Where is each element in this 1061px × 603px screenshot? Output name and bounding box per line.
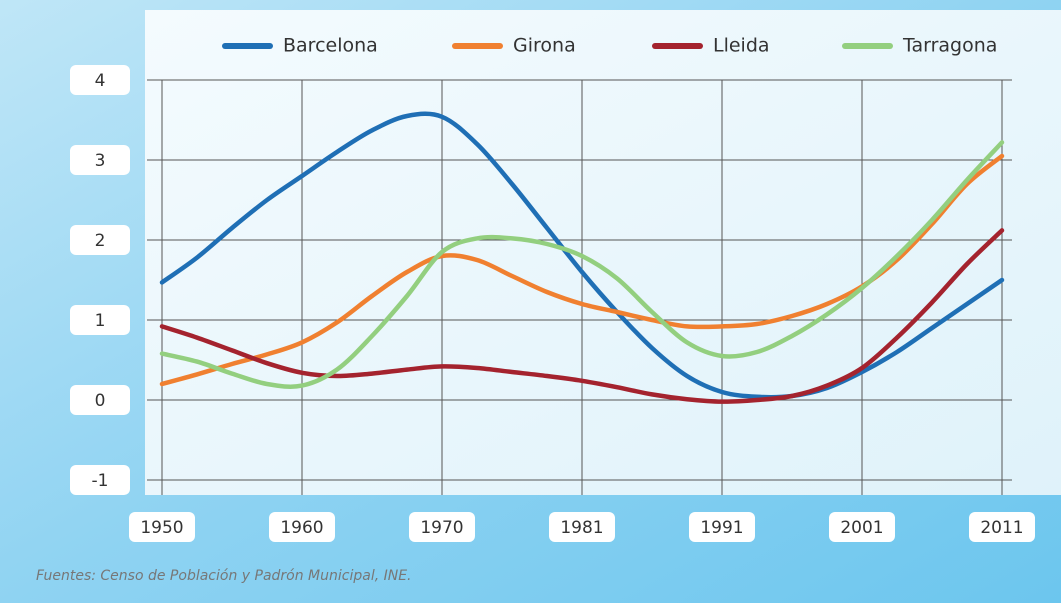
y-tick-box bbox=[70, 465, 130, 495]
y-tick-label: 3 bbox=[95, 151, 106, 171]
x-tick-box bbox=[829, 512, 895, 542]
x-tick-label: 2001 bbox=[840, 518, 883, 538]
x-tick-box bbox=[549, 512, 615, 542]
y-tick-label: -1 bbox=[92, 471, 109, 491]
legend-label: Barcelona bbox=[283, 35, 378, 57]
legend-label: Tarragona bbox=[902, 35, 997, 57]
y-tick-label: 2 bbox=[95, 231, 106, 251]
x-tick-box bbox=[409, 512, 475, 542]
y-tick-box bbox=[70, 305, 130, 335]
x-tick-label: 1950 bbox=[140, 518, 183, 538]
source-note: Fuentes: Censo de Población y Padrón Mun… bbox=[36, 568, 412, 584]
legend-label: Lleida bbox=[713, 35, 770, 57]
y-tick-label: 4 bbox=[95, 71, 106, 91]
x-tick-label: 1960 bbox=[280, 518, 323, 538]
y-tick-box bbox=[70, 65, 130, 95]
x-tick-box bbox=[269, 512, 335, 542]
y-tick-box bbox=[70, 225, 130, 255]
legend-label: Girona bbox=[513, 35, 576, 57]
x-tick-label: 1981 bbox=[560, 518, 603, 538]
x-tick-label: 1970 bbox=[420, 518, 463, 538]
y-tick-label: 1 bbox=[95, 311, 106, 331]
x-tick-label: 2011 bbox=[980, 518, 1023, 538]
x-tick-box bbox=[129, 512, 195, 542]
plot-panel bbox=[145, 10, 1061, 495]
series-line bbox=[159, 140, 1005, 389]
y-tick-box bbox=[70, 145, 130, 175]
x-tick-box bbox=[969, 512, 1035, 542]
y-tick-label: 0 bbox=[95, 391, 106, 411]
y-tick-box bbox=[70, 385, 130, 415]
series-line bbox=[159, 228, 1005, 404]
x-tick-box bbox=[689, 512, 755, 542]
series-line bbox=[159, 111, 1005, 400]
x-tick-label: 1991 bbox=[700, 518, 743, 538]
